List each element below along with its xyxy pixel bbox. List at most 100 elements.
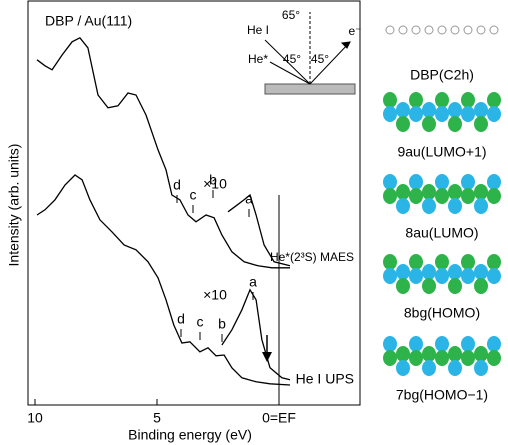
annotation: c	[190, 187, 197, 203]
lobe	[461, 188, 475, 204]
figure: DBP / Au(111) Binding energy (eV) Intens…	[0, 0, 508, 445]
orbital-label: 8bg(HOMO)	[404, 305, 480, 321]
lobe	[448, 346, 462, 362]
lobe	[461, 174, 475, 190]
atom	[477, 26, 485, 34]
lobe	[409, 350, 423, 366]
lobe	[487, 268, 501, 284]
lobe	[461, 336, 475, 352]
lobe	[409, 254, 423, 270]
lobe	[383, 106, 397, 122]
annotation: a	[245, 191, 253, 207]
x-tick-label: 5	[153, 410, 161, 426]
lobe	[422, 184, 436, 200]
annotation: b	[209, 172, 217, 188]
lobe	[435, 268, 449, 284]
lobe	[487, 336, 501, 352]
lobe	[448, 198, 462, 214]
y-axis-label: Intensity (arb. units)	[6, 144, 22, 267]
orbital-label: DBP(C2h)	[410, 67, 474, 83]
lobe	[448, 116, 462, 132]
lobe	[422, 278, 436, 294]
orbital-label: 8au(LUMO)	[405, 225, 478, 241]
lobe	[487, 174, 501, 190]
lobe	[487, 254, 501, 270]
lobe	[422, 346, 436, 362]
lobe	[409, 268, 423, 284]
lobe	[396, 346, 410, 362]
annotation: b	[218, 316, 226, 332]
lobe	[396, 278, 410, 294]
atom	[451, 26, 459, 34]
lobe	[474, 184, 488, 200]
orbital-label: 7bg(HOMO−1)	[396, 387, 488, 403]
atom	[490, 26, 498, 34]
series-label: He I UPS	[296, 371, 354, 387]
annotation: c	[197, 314, 204, 330]
lobe	[461, 92, 475, 108]
lobe	[461, 350, 475, 366]
lobe	[435, 106, 449, 122]
atom	[412, 26, 420, 34]
atom	[425, 26, 433, 34]
lobe	[435, 350, 449, 366]
series-label: ×10	[203, 287, 227, 303]
lobe	[448, 264, 462, 280]
x-axis-label: Binding energy (eV)	[128, 427, 252, 443]
lobe	[422, 360, 436, 376]
lobe	[487, 92, 501, 108]
lobe	[474, 346, 488, 362]
atom	[399, 26, 407, 34]
lobe	[474, 198, 488, 214]
lobe	[448, 278, 462, 294]
lobe	[396, 116, 410, 132]
atom	[464, 26, 472, 34]
lobe	[383, 336, 397, 352]
lobe	[487, 188, 501, 204]
annotation: He I	[247, 23, 269, 37]
series-label: He*(2³S) MAES	[270, 250, 354, 264]
lobe	[383, 174, 397, 190]
annotation: 65°	[282, 8, 300, 22]
lobe	[422, 116, 436, 132]
lobe	[396, 102, 410, 118]
x-tick-label: 10	[27, 410, 43, 426]
lobe	[383, 188, 397, 204]
lobe	[474, 360, 488, 376]
lobe	[409, 92, 423, 108]
lobe	[461, 268, 475, 284]
lobe	[435, 92, 449, 108]
lobe	[474, 278, 488, 294]
lobe	[396, 360, 410, 376]
lobe	[422, 264, 436, 280]
lobe	[435, 174, 449, 190]
annotation: e⁻	[348, 24, 361, 38]
annotation: d	[173, 177, 181, 193]
lobe	[409, 106, 423, 122]
annotation: 45°	[311, 52, 329, 66]
chart-title: DBP / Au(111)	[45, 13, 132, 29]
annotation: a	[249, 274, 257, 290]
lobe	[461, 106, 475, 122]
lobe	[474, 102, 488, 118]
lobe	[448, 360, 462, 376]
lobe	[422, 102, 436, 118]
annotation: d	[177, 311, 185, 327]
lobe	[409, 188, 423, 204]
lobe	[461, 254, 475, 270]
lobe	[435, 188, 449, 204]
lobe	[383, 92, 397, 108]
lobe	[435, 336, 449, 352]
lobe	[383, 268, 397, 284]
lobe	[487, 106, 501, 122]
lobe	[448, 184, 462, 200]
x-tick-label: 0=EF	[262, 410, 296, 426]
annotation: 45°	[283, 52, 301, 66]
lobe	[435, 254, 449, 270]
lobe	[422, 198, 436, 214]
orbital-panel: DBP(C2h)9au(LUMO+1)8au(LUMO)8bg(HOMO)7bg…	[383, 26, 501, 403]
spectrum	[222, 290, 290, 380]
atom	[438, 26, 446, 34]
spectrum	[37, 38, 290, 268]
lobe	[396, 264, 410, 280]
